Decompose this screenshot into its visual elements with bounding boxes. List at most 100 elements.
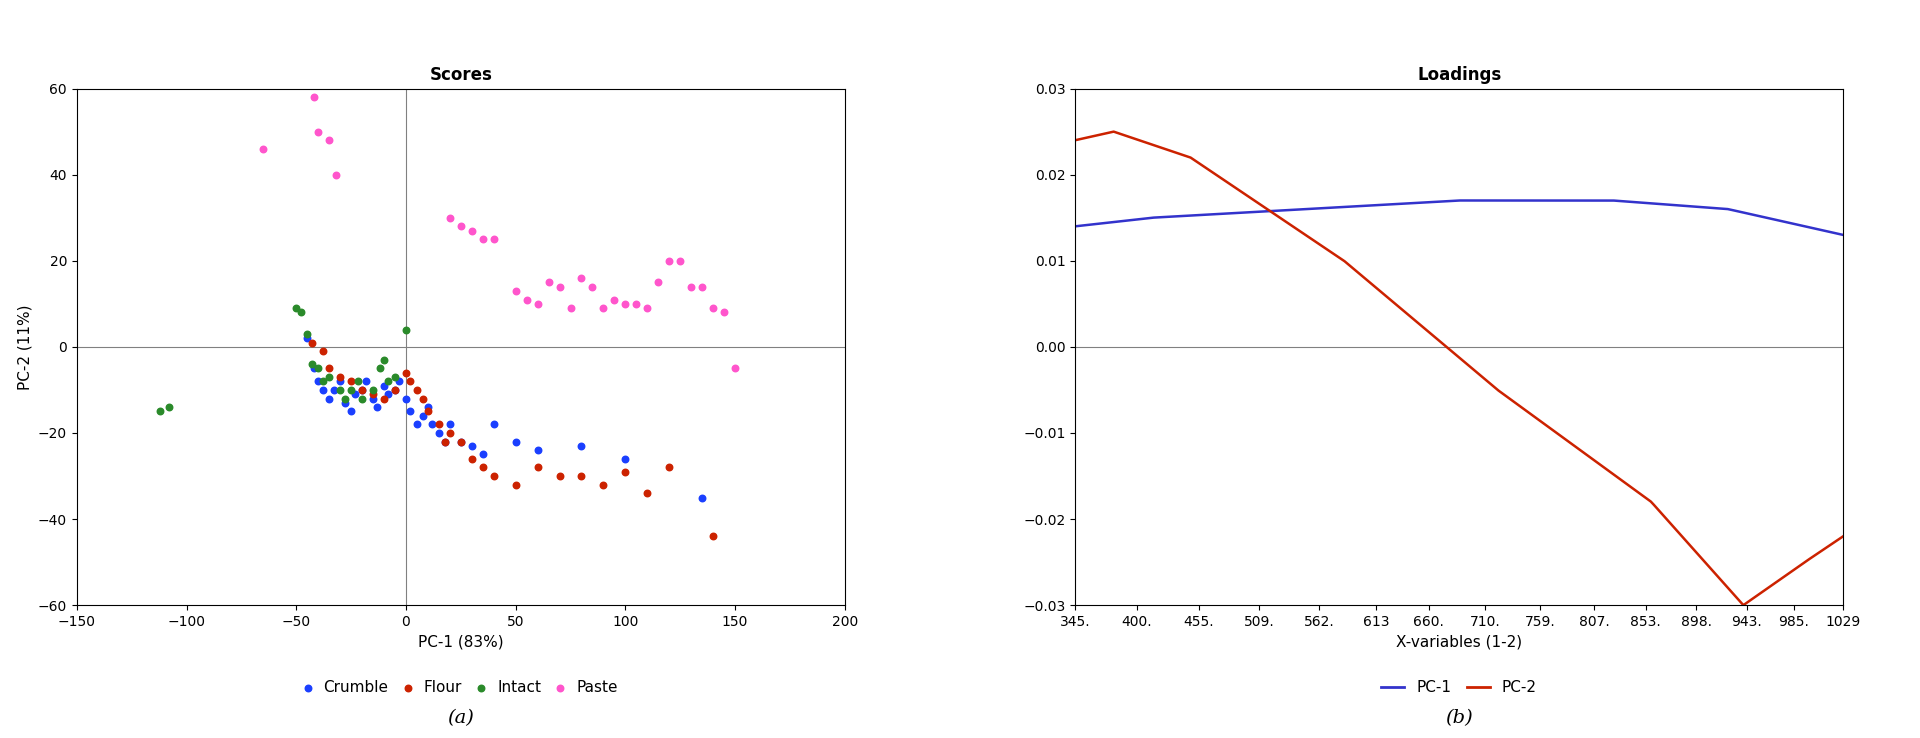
PC-1 [1428,197,1452,206]
Point [555,303,586,314]
Point [655,255,685,266]
Point [396,376,426,387]
Point [324,371,355,383]
Line: PC-2: PC-2 [1075,131,1843,605]
Point [154,401,184,413]
Point [324,376,355,387]
Point [445,435,476,447]
Point [588,479,618,491]
Point [478,233,509,245]
Point [380,384,411,396]
Point [543,470,574,482]
Point [307,376,338,387]
Point [697,303,728,314]
Point [348,384,378,396]
Point [643,277,674,289]
Text: (a): (a) [447,709,474,727]
Point [424,427,455,439]
Point [396,406,426,418]
PC-1 [1480,196,1503,205]
Point [328,397,359,409]
Point [522,461,553,473]
Point [351,376,382,387]
PC-1 [1064,222,1087,231]
Point [313,362,344,374]
PC-1 [1832,230,1855,239]
Point [365,362,396,374]
Point [676,280,707,292]
Point [687,280,718,292]
Point [501,285,532,297]
PC-1 [1448,196,1471,205]
Point [417,418,447,430]
Point [522,298,553,310]
PC-2 [1832,532,1855,541]
Text: (b): (b) [1446,709,1473,727]
PC-2 [1064,136,1087,145]
X-axis label: X-variables (1-2): X-variables (1-2) [1396,635,1523,649]
Point [321,169,351,181]
Point [328,393,359,404]
Point [363,401,394,413]
Point [478,470,509,482]
PC-2 [1430,338,1453,347]
Line: PC-1: PC-1 [1075,201,1843,235]
X-axis label: PC-1 (83%): PC-1 (83%) [419,635,503,649]
Point [380,384,411,396]
Point [372,388,403,400]
Point [501,479,532,491]
Point [467,449,497,461]
Point [307,345,338,357]
Point [336,384,367,396]
Point [611,453,641,465]
Title: Loadings: Loadings [1417,66,1501,84]
Point [434,418,465,430]
Point [390,367,420,379]
Point [286,306,317,318]
Point [307,384,338,396]
PC-2 [1480,381,1503,390]
Title: Scores: Scores [430,66,492,84]
Point [599,294,630,306]
Point [511,294,541,306]
Point [434,427,465,439]
PC-2 [1732,601,1755,610]
Point [478,418,509,430]
Point [457,440,488,452]
Point [340,388,371,400]
Point [348,393,378,404]
Point [144,406,175,418]
Point [313,371,344,383]
Legend: Crumble, Flour, Intact, Paste: Crumble, Flour, Intact, Paste [303,680,618,695]
Point [708,306,739,318]
Point [369,354,399,366]
Point [357,388,388,400]
Point [566,470,597,482]
Point [543,280,574,292]
Point [632,303,662,314]
Point [522,444,553,456]
Point [298,362,328,374]
Point [445,435,476,447]
PC-2 [1523,412,1546,421]
Point [342,376,372,387]
Point [409,393,440,404]
Point [720,362,751,374]
PC-2 [1695,559,1718,568]
Point [434,212,465,224]
Point [620,298,651,310]
Point [292,332,323,344]
Point [697,531,728,542]
Point [369,379,399,391]
Point [248,143,278,155]
Point [687,492,718,503]
Point [390,324,420,336]
Point [430,435,461,447]
Point [296,358,326,370]
Point [336,376,367,387]
Point [664,255,695,266]
Point [445,221,476,232]
Point [566,440,597,452]
Point [348,384,378,396]
Point [303,125,334,137]
